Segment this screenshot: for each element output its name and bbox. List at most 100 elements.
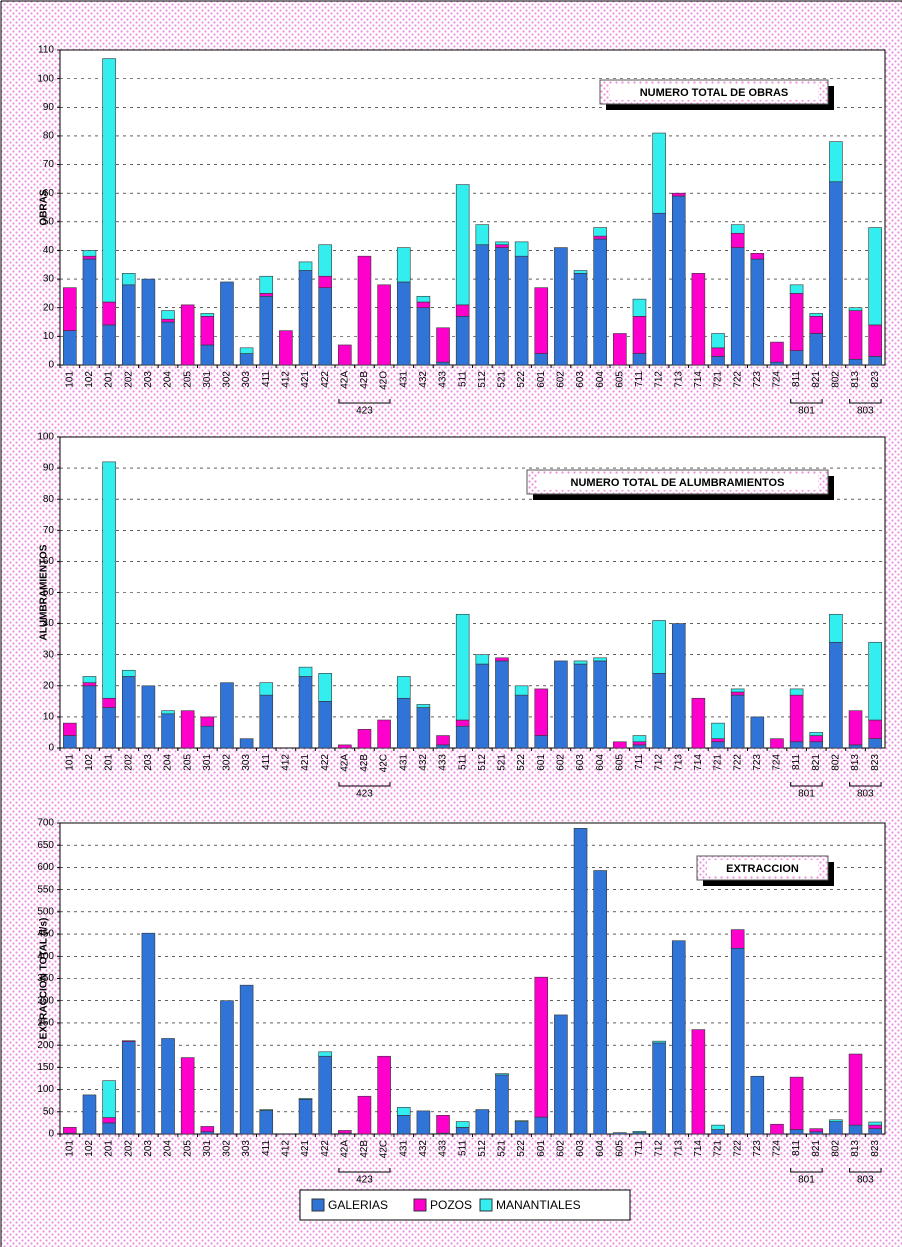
x-tick-label: 602 [556,1140,567,1157]
bar-segment [848,307,863,311]
bar-segment [455,719,470,727]
x-tick-label: 521 [497,754,508,771]
bar-segment [63,1127,77,1134]
bar-segment [750,1075,765,1135]
bar-segment [200,1131,215,1135]
x-tick-label: 723 [752,754,763,771]
x-tick-label: 802 [831,1140,842,1157]
bar-segment [593,660,607,749]
bar-segment [632,316,647,354]
x-tick-label: 724 [772,1140,783,1157]
bar-segment [632,735,647,743]
bar-segment [789,293,804,351]
bar-segment [239,984,254,1135]
bar-segment [593,235,607,240]
bar-segment [868,324,882,357]
y-tick-label: 110 [38,45,54,56]
bar-segment [671,195,686,366]
bar-segment [730,947,745,1135]
x-tick-label: 302 [222,1140,233,1157]
bar-segment [318,673,332,702]
bar-segment [573,270,588,274]
legend-swatch [479,1198,493,1212]
legend-box [299,1189,631,1221]
bar-segment [180,1057,195,1135]
bar-segment [377,719,391,749]
x-tick-label: 102 [84,371,95,388]
group-bracket [338,399,391,404]
y-tick-label: 350 [37,973,54,984]
bar-segment [652,620,666,674]
bar-segment [102,301,116,326]
title-inner [537,474,818,490]
x-tick-label: 724 [772,754,783,771]
bar-segment [789,688,804,696]
group-bracket [849,1168,882,1173]
bar-segment [750,258,765,366]
bar-segment [829,613,843,643]
bar-segment [121,284,136,366]
bar-segment [416,704,431,708]
bar-segment [730,688,745,693]
bar-segment [239,353,254,366]
bar-segment [318,701,332,749]
y-tick-label: 50 [43,216,55,227]
bar-segment [848,744,863,749]
bar-segment [436,735,450,746]
group-label: 423 [356,406,373,417]
bar-segment [239,347,254,354]
bar-segment [455,304,470,317]
x-tick-label: 713 [673,371,684,388]
bar-segment [63,287,77,331]
x-tick-label: 601 [536,1140,547,1157]
bar-segment [868,1121,882,1126]
bar-segment [220,682,234,749]
bar-segment [102,1122,116,1135]
bar-segment [259,295,274,366]
bar-segment [691,1029,706,1135]
bar-segment [711,741,725,749]
x-tick-label: 512 [477,754,488,771]
bar-segment [809,313,824,317]
bar-segment [789,1076,804,1130]
x-tick-label: 605 [614,754,625,771]
bar-segment [436,1115,450,1134]
x-tick-label: 724 [772,371,783,388]
y-tick-label: 400 [37,951,54,962]
bar-segment [809,735,824,743]
bar-segment [691,273,706,366]
bar-segment [455,725,470,749]
bar-segment [396,697,411,749]
x-tick-label: 722 [732,754,743,771]
bar-segment [868,641,882,721]
x-tick-label: 511 [457,1140,468,1156]
bar-segment [161,713,175,749]
bar-segment [848,310,863,360]
bar-segment [809,316,824,334]
bar-segment [396,247,411,283]
bar-segment [514,255,529,366]
bar-segment [259,275,274,294]
bar-segment [593,657,607,662]
x-tick-label: 42A [339,1140,350,1158]
bar-segment [338,1130,352,1134]
bar-segment [671,940,686,1135]
bar-segment [514,685,529,696]
x-tick-label: 101 [64,754,75,771]
bar-segment [573,663,588,749]
bar-segment [82,682,97,687]
bar-segment [730,247,745,366]
bar-segment [671,623,686,749]
bar-segment [161,310,175,320]
title-inner [707,860,818,876]
bar-segment [141,278,156,366]
bar-segment [495,244,509,248]
x-tick-label: 813 [850,371,861,388]
legend-label: POZOS [430,1198,472,1212]
bar-segment [573,273,588,366]
bar-segment [121,1040,136,1042]
bar-segment [475,1109,490,1135]
group-label: 801 [798,789,815,800]
y-tick-label: 100 [37,1084,54,1095]
bar-segment [573,828,588,1135]
